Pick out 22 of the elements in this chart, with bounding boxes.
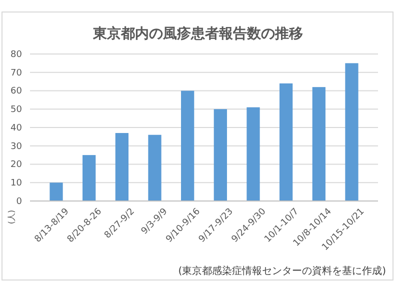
y-tick-label: 70: [10, 68, 22, 78]
y-tick-label: 0: [16, 196, 22, 207]
bar: [312, 87, 326, 201]
y-tick-label: 10: [10, 178, 22, 189]
bar: [148, 134, 162, 201]
y-axis-title: (人): [7, 210, 16, 224]
bar: [115, 133, 128, 201]
bar: [280, 83, 293, 201]
y-tick-label: 30: [10, 142, 22, 152]
y-tick-label: 80: [10, 50, 22, 60]
y-tick-label: 40: [10, 123, 22, 134]
bar: [345, 63, 358, 201]
bar: [246, 107, 260, 201]
bar: [50, 182, 63, 201]
chart-title: 東京都内の風疹患者報告数の推移: [92, 25, 303, 42]
y-tick-label: 60: [10, 86, 22, 97]
bar: [181, 90, 194, 201]
text: (東京都感染症情報センターの資料を基に作成): [178, 265, 386, 277]
y-tick-label: 20: [10, 160, 22, 170]
y-tick-label: 50: [10, 105, 22, 116]
bar: [82, 155, 96, 201]
bar: [214, 109, 227, 201]
